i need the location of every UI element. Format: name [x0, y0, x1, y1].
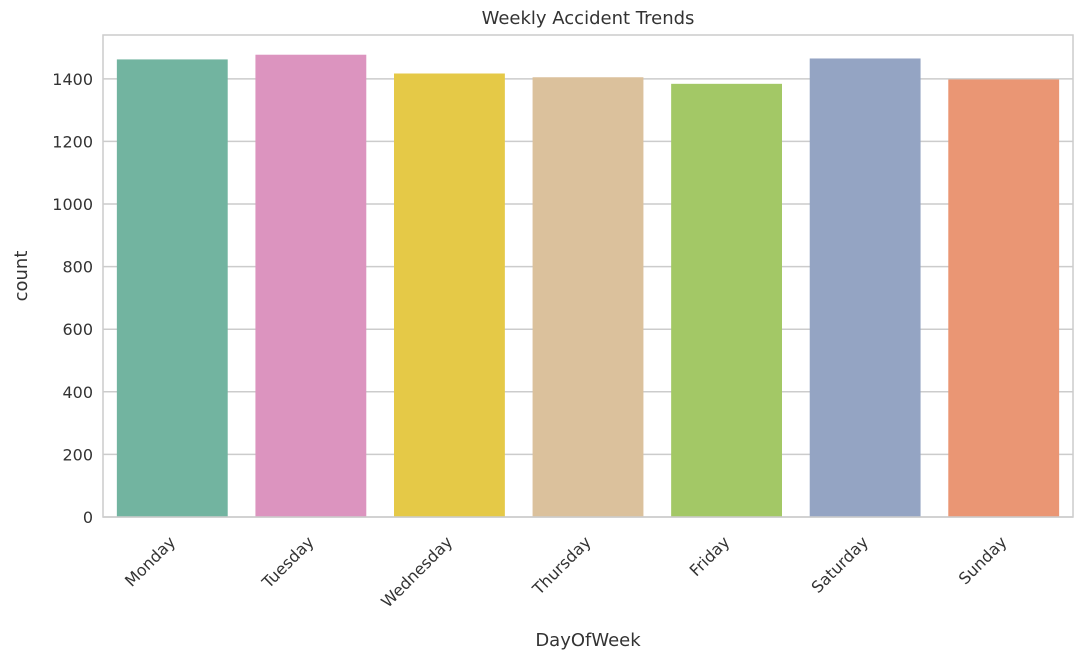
bar-friday	[671, 83, 782, 517]
x-tick-label-saturday: Saturday	[808, 532, 872, 596]
plot-frame	[102, 34, 1074, 518]
x-tick-label-wednesday: Wednesday	[377, 532, 456, 611]
x-tick-label-friday: Friday	[686, 532, 734, 580]
bar-wednesday	[394, 73, 505, 517]
x-tick-labels: Monday Tuesday Wednesday Thursday Friday Satu…	[121, 532, 1011, 611]
chart-title: Weekly Accident Trends	[482, 8, 695, 29]
y-tick-labels: 0 200 400 600 800 1000 1200 1400	[52, 70, 93, 527]
bar-tuesday	[255, 54, 367, 518]
bar-thursday	[532, 77, 644, 518]
bar-saturday	[809, 58, 921, 517]
y-tick-label: 400	[62, 383, 93, 402]
y-tick-label: 200	[62, 445, 93, 464]
x-tick-label-tuesday: Tuesday	[258, 532, 318, 592]
bar-monday	[116, 59, 228, 517]
y-tick-label: 800	[62, 258, 93, 277]
y-tick-label: 1000	[52, 195, 93, 214]
y-tick-label: 1200	[52, 132, 93, 151]
bars	[116, 54, 1060, 518]
y-tick-label: 600	[62, 320, 93, 339]
x-tick-label-thursday: Thursday	[528, 532, 595, 599]
x-axis-label: DayOfWeek	[535, 630, 641, 651]
x-tick-label-monday: Monday	[121, 532, 179, 590]
y-axis-label: count	[11, 251, 32, 302]
y-tick-label: 0	[83, 508, 93, 527]
x-tick-label-sunday: Sunday	[955, 532, 1011, 588]
bar-sunday	[948, 79, 1060, 517]
y-tick-label: 1400	[52, 70, 93, 89]
